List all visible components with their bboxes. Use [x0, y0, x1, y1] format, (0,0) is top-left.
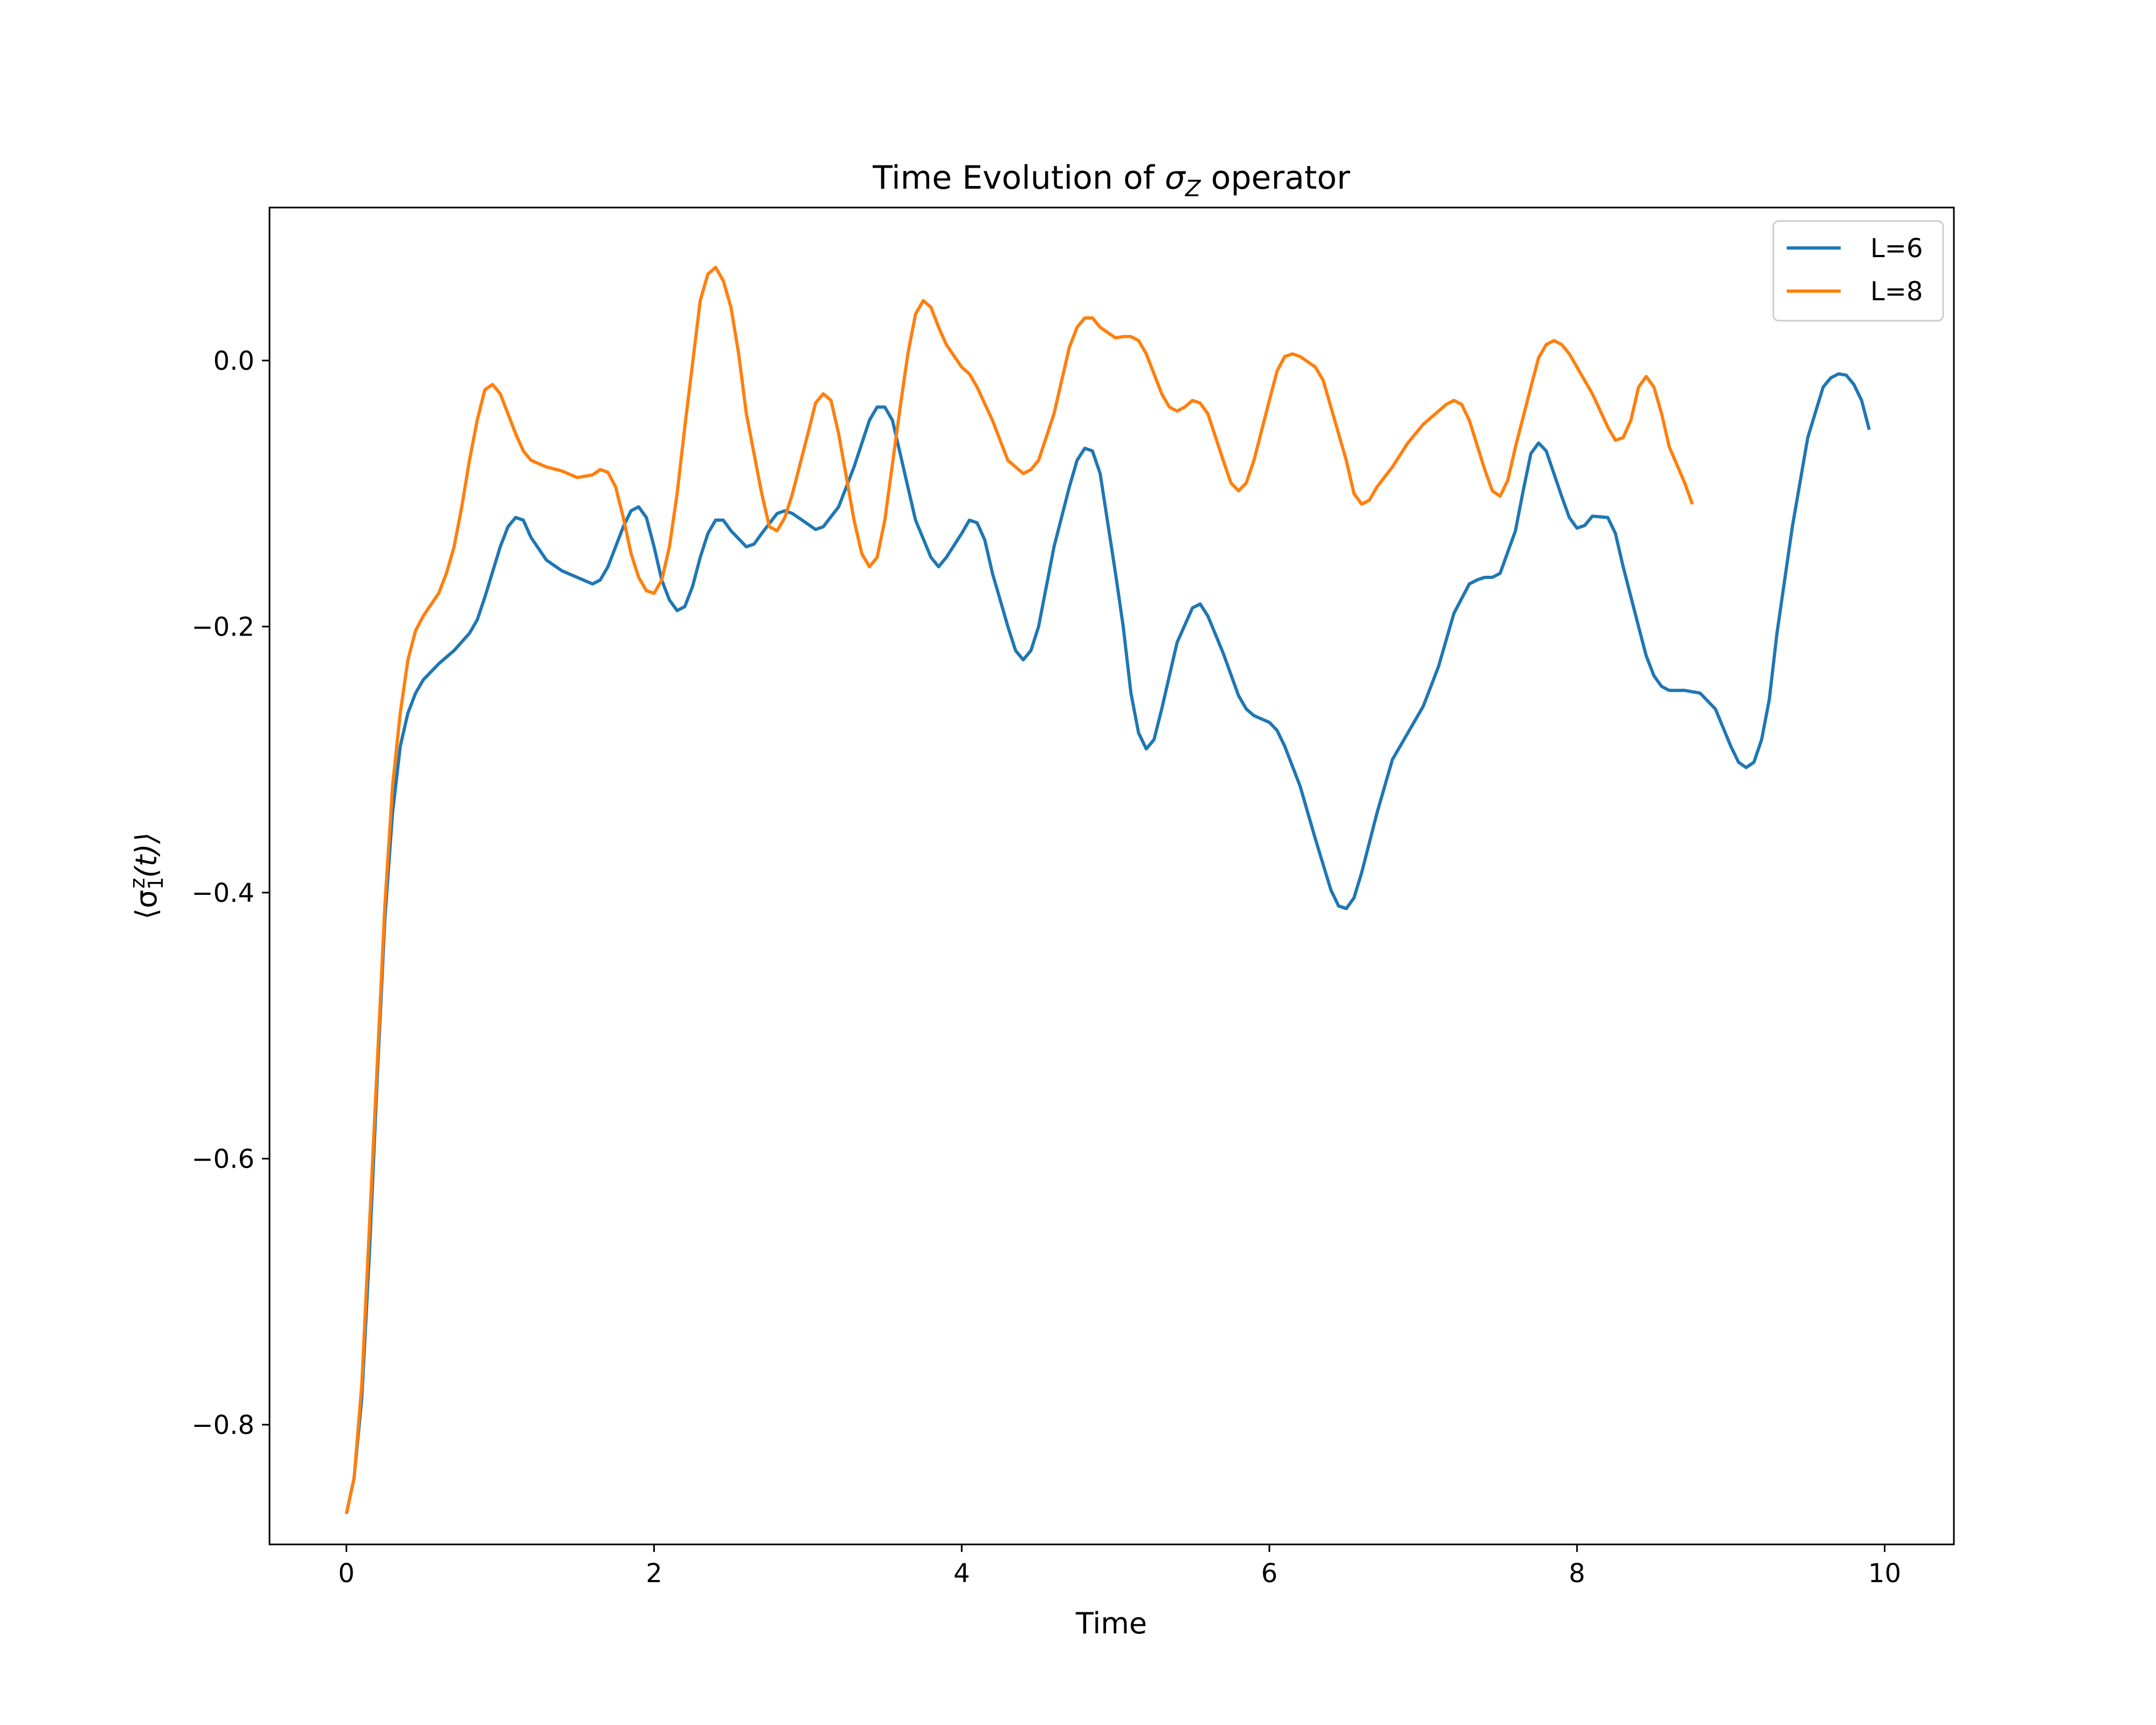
- series-line-l6: [344, 372, 1871, 1514]
- x-tick-label: 2: [646, 1558, 662, 1589]
- series-line-l8: [344, 266, 1694, 1514]
- y-tick-label: −0.6: [191, 1144, 254, 1174]
- legend-label-l8: L=8: [1870, 277, 1923, 307]
- y-axis-title: ⟨σ1z(t)⟩: [126, 832, 168, 920]
- x-axis: 0 2 4 6 8 10: [338, 1544, 1901, 1589]
- y-tick-label: −0.2: [191, 612, 254, 642]
- y-axis: 0.0 −0.2 −0.4 −0.6 −0.8: [191, 346, 270, 1440]
- y-tick-label: 0.0: [213, 346, 254, 376]
- x-tick-label: 4: [953, 1558, 970, 1589]
- x-axis-title: Time: [1075, 1606, 1147, 1640]
- x-tick-label: 6: [1261, 1558, 1278, 1589]
- chart-title: Time Evolution of σZ operator: [872, 159, 1350, 202]
- legend: L=6 L=8: [1772, 220, 1944, 322]
- series-layer: [344, 266, 1871, 1514]
- y-tick-label: −0.8: [191, 1410, 254, 1440]
- legend-box: [1772, 220, 1944, 322]
- plot-frame: [268, 206, 1955, 1545]
- x-tick-label: 0: [338, 1558, 355, 1589]
- y-tick-label: −0.4: [191, 878, 254, 908]
- x-tick-label: 8: [1569, 1558, 1586, 1589]
- x-tick-label: 10: [1868, 1558, 1901, 1589]
- legend-label-l6: L=6: [1870, 233, 1923, 264]
